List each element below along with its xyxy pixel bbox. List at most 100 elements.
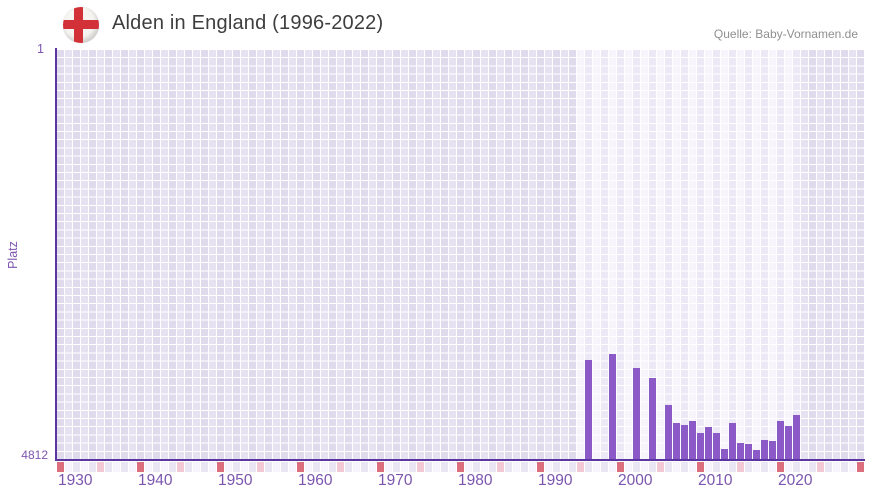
horizontal-gridlines [57,50,865,460]
rank-bar-2010 [697,433,704,459]
half-decade-marker-cell [657,462,664,472]
source-credit: Quelle: Baby-Vornamen.de [713,27,858,41]
x-tick-label-1990: 1990 [538,472,573,489]
year-cell [753,462,760,472]
year-cell [401,462,408,472]
rank-bar-2014 [729,423,736,459]
year-cell [353,462,360,472]
decade-marker-cell [297,462,304,472]
year-cell [305,462,312,472]
year-cell [649,462,656,472]
year-cell [481,462,488,472]
year-cell [193,462,200,472]
half-decade-marker-cell [737,462,744,472]
year-cell [425,462,432,472]
year-cell [489,462,496,472]
rank-bar-2011 [705,427,712,459]
half-decade-marker-cell [257,462,264,472]
year-cell [433,462,440,472]
year-cell [345,462,352,472]
rank-bar-2004 [649,378,656,459]
rank-bar-1996 [585,360,592,459]
year-cell [505,462,512,472]
year-cell [601,462,608,472]
year-cell [81,462,88,472]
decade-marker-cell [457,462,464,472]
year-cell [249,462,256,472]
year-cell [65,462,72,472]
year-cell [721,462,728,472]
rank-bar-2008 [681,425,688,459]
year-cell [105,462,112,472]
decade-marker-cell [777,462,784,472]
x-tick-label-1980: 1980 [458,472,493,489]
year-cell [513,462,520,472]
year-cell [281,462,288,472]
year-cell [625,462,632,472]
year-cell [385,462,392,472]
year-cell [73,462,80,472]
x-tick-label-1960: 1960 [298,472,333,489]
half-decade-marker-cell [97,462,104,472]
rank-bar-1999 [609,354,616,459]
year-cell [153,462,160,472]
year-cell [313,462,320,472]
year-cell [705,462,712,472]
year-cell [89,462,96,472]
year-cell [825,462,832,472]
rank-bar-2019 [769,441,776,459]
year-cell [449,462,456,472]
rank-bar-2020 [777,421,784,459]
year-cell [521,462,528,472]
year-cell [801,462,808,472]
year-cell [129,462,136,472]
decade-marker-cell [617,462,624,472]
x-tick-label-2020: 2020 [778,472,813,489]
year-cell [465,462,472,472]
decade-marker-cell [217,462,224,472]
year-cell [265,462,272,472]
year-cell [561,462,568,472]
half-decade-marker-cell [177,462,184,472]
x-tick-label-2010: 2010 [698,472,733,489]
plot-area [57,50,865,460]
decade-marker-cell [57,462,64,472]
year-cell [545,462,552,472]
year-cell [121,462,128,472]
year-cell [689,462,696,472]
year-cell [441,462,448,472]
half-decade-marker-cell [817,462,824,472]
year-cell [809,462,816,472]
year-cell [793,462,800,472]
rank-bar-2009 [689,421,696,459]
year-cell [609,462,616,472]
year-cell [113,462,120,472]
year-cell [233,462,240,472]
year-cell [841,462,848,472]
decade-marker-cell [697,462,704,472]
year-cell [665,462,672,472]
rank-bar-2013 [721,449,728,459]
year-cell [145,462,152,472]
england-flag-icon [63,7,99,43]
year-cell [761,462,768,472]
year-cell [169,462,176,472]
decade-marker-cell [377,462,384,472]
half-decade-marker-cell [417,462,424,472]
year-cell [201,462,208,472]
year-cell [833,462,840,472]
y-tick-label-bottom: 4812 [21,448,48,462]
year-cell [225,462,232,472]
year-cell [393,462,400,472]
year-cell [585,462,592,472]
year-cell [785,462,792,472]
year-cell [289,462,296,472]
rank-bar-2017 [753,450,760,459]
year-cell [673,462,680,472]
rank-bar-2016 [745,444,752,459]
year-cell [161,462,168,472]
rank-bar-2021 [785,426,792,459]
year-cell [681,462,688,472]
year-cell [849,462,856,472]
